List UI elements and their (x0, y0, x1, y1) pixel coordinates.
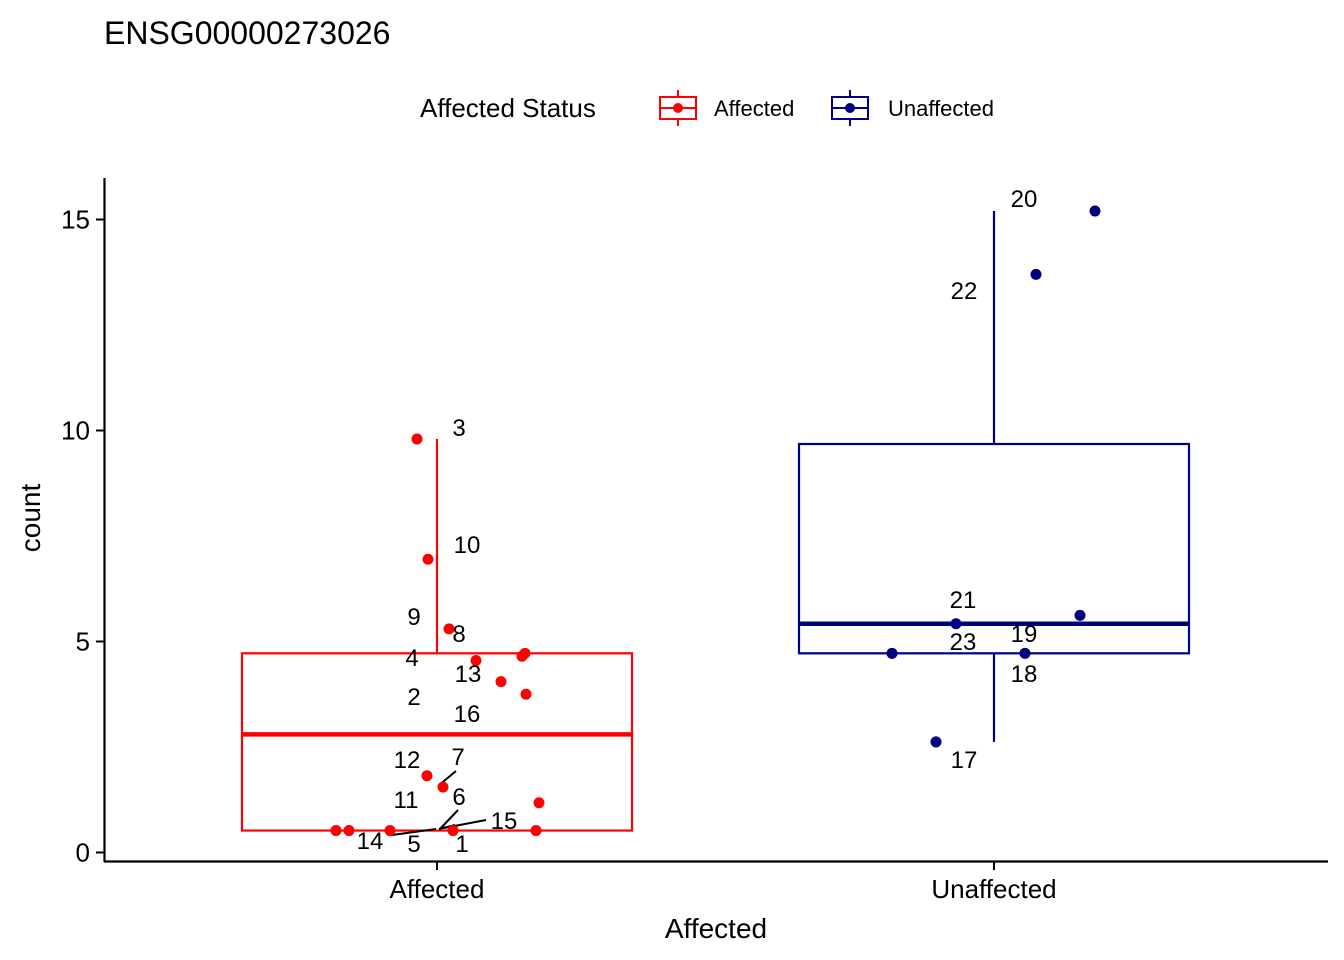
data-point (421, 770, 433, 782)
data-point (1019, 647, 1031, 659)
data-point (470, 654, 482, 666)
y-tick-label: 10 (61, 416, 90, 446)
point-label: 12 (394, 747, 421, 774)
data-point (886, 647, 898, 659)
data-point (384, 825, 396, 837)
data-point (1089, 205, 1101, 217)
point-label: 13 (455, 661, 482, 688)
y-tick-label: 15 (61, 205, 90, 235)
point-label: 21 (950, 587, 977, 614)
box-group-unaffected: 17 18 19 20 21 22 23 (797, 186, 1191, 774)
legend-key-point (673, 103, 683, 113)
y-tick-label: 0 (76, 838, 90, 868)
label-leader-line (439, 809, 459, 830)
legend-entry-unaffected: Unaffected (831, 90, 994, 126)
data-point (1030, 268, 1042, 280)
y-axis-title: count (15, 484, 46, 553)
data-point (530, 825, 542, 837)
point-label: 16 (454, 701, 481, 728)
point-label: 1 (455, 831, 468, 858)
point-label: 7 (451, 744, 464, 771)
point-label: 9 (407, 604, 420, 631)
point-label: 4 (405, 645, 418, 672)
data-point (422, 553, 434, 565)
legend: Affected Status Affected Unaffected (420, 90, 994, 126)
point-label: 23 (950, 629, 977, 656)
point-label: 18 (1011, 661, 1038, 688)
legend-key-point (845, 103, 855, 113)
legend-title: Affected Status (420, 93, 596, 123)
y-tick-label: 5 (76, 627, 90, 657)
legend-label: Unaffected (888, 96, 994, 121)
x-tick-label: Affected (390, 874, 485, 904)
label-leader-line (391, 828, 437, 836)
point-label: 20 (1011, 186, 1038, 213)
x-axis-title: Affected (665, 913, 767, 944)
data-point (437, 781, 449, 793)
point-label: 5 (407, 831, 420, 858)
point-label: 14 (357, 828, 384, 855)
point-label: 8 (452, 621, 465, 648)
point-label: 11 (394, 787, 419, 814)
point-label: 2 (407, 684, 420, 711)
point-label: 22 (951, 278, 978, 305)
point-label: 19 (1011, 621, 1038, 648)
data-point (930, 736, 942, 748)
point-label: 17 (951, 747, 978, 774)
point-label: 10 (454, 532, 481, 559)
data-point (343, 825, 355, 837)
data-point (1074, 609, 1086, 621)
data-point (950, 618, 962, 630)
point-label: 3 (452, 415, 465, 442)
data-point (495, 676, 507, 688)
data-point (443, 623, 455, 635)
data-point (516, 650, 528, 662)
data-point (330, 825, 342, 837)
data-point (520, 688, 532, 700)
data-point (411, 433, 423, 445)
chart-title: ENSG00000273026 (104, 15, 390, 51)
box-iqr (240, 652, 634, 832)
data-point (447, 825, 459, 837)
data-point (533, 797, 545, 809)
legend-entry-affected: Affected (659, 90, 794, 126)
box-iqr (797, 442, 1191, 655)
x-tick-label: Unaffected (931, 874, 1056, 904)
legend-label: Affected (714, 96, 794, 121)
point-label: 6 (452, 784, 465, 811)
point-label: 15 (491, 808, 518, 835)
